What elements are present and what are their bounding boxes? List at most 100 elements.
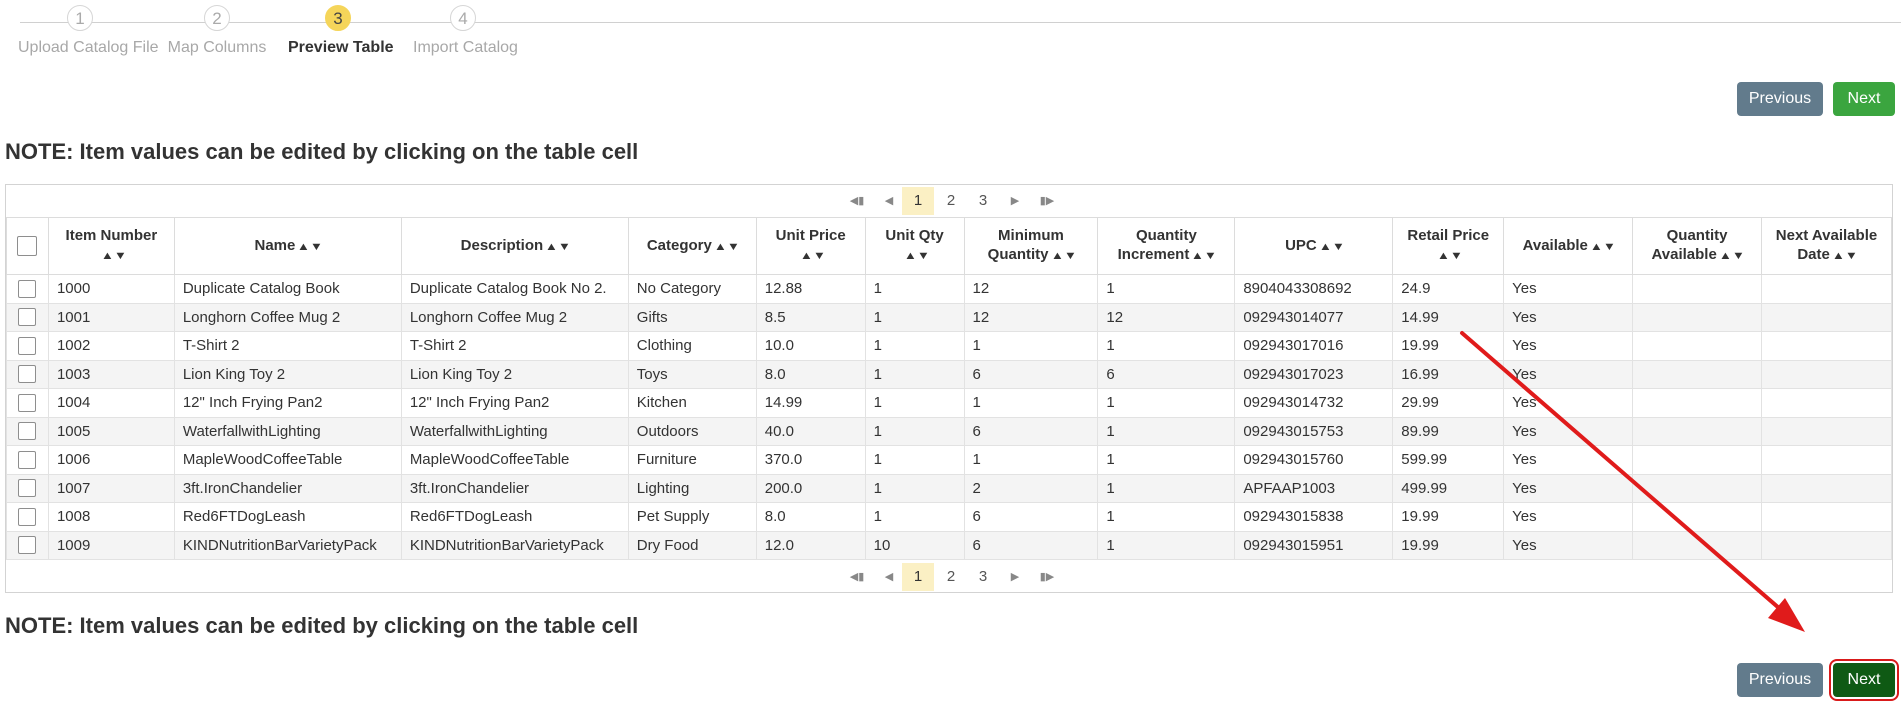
first-page-icon[interactable]: ◀▮: [849, 571, 865, 583]
cell-description[interactable]: Lion King Toy 2: [400, 359, 629, 389]
cell-name[interactable]: T-Shirt 2: [173, 331, 402, 361]
cell-unit-qty[interactable]: 1: [864, 302, 965, 332]
cell-unit-qty[interactable]: 1: [864, 274, 965, 304]
cell-description[interactable]: WaterfallwithLighting: [400, 416, 629, 446]
cell-next-available-date[interactable]: [1760, 473, 1893, 503]
cell-next-available-date[interactable]: [1760, 416, 1893, 446]
cell-category[interactable]: Furniture: [627, 445, 757, 475]
cell-minimum-quantity[interactable]: 6: [963, 502, 1099, 532]
cell-available[interactable]: Yes: [1503, 359, 1634, 389]
cell-unit-qty[interactable]: 1: [864, 331, 965, 361]
cell-upc[interactable]: 8904043308692: [1234, 274, 1394, 304]
next-page-icon[interactable]: ▶: [1010, 195, 1020, 207]
cell-quantity-available[interactable]: [1632, 359, 1762, 389]
cell-upc[interactable]: 092943015838: [1234, 502, 1394, 532]
cell-unit-qty[interactable]: 1: [864, 445, 965, 475]
cell-item-number[interactable]: 1005: [47, 416, 175, 446]
cell-description[interactable]: Red6FTDogLeash: [400, 502, 629, 532]
column-header-quantity-increment[interactable]: Quantity Increment ▲▼: [1097, 217, 1236, 275]
table-row[interactable]: 1004 12" Inch Frying Pan2 12" Inch Frying …: [6, 388, 1893, 418]
cell-available[interactable]: Yes: [1503, 445, 1634, 475]
cell-name[interactable]: Longhorn Coffee Mug 2: [173, 302, 402, 332]
table-row[interactable]: 1000 Duplicate Catalog Book Duplicate Cata…: [6, 274, 1893, 304]
cell-quantity-available[interactable]: [1632, 331, 1762, 361]
cell-name[interactable]: 12" Inch Frying Pan2: [173, 388, 402, 418]
cell-minimum-quantity[interactable]: 2: [963, 473, 1099, 503]
cell-unit-qty[interactable]: 10: [864, 530, 965, 560]
cell-minimum-quantity[interactable]: 6: [963, 359, 1099, 389]
table-row[interactable]: 1002 T-Shirt 2 T-Shirt 2 Clothing 10.0 1 1 1 092…: [6, 331, 1893, 361]
cell-unit-qty[interactable]: 1: [864, 502, 965, 532]
cell-name[interactable]: WaterfallwithLighting: [173, 416, 402, 446]
last-page-icon[interactable]: ▮▶: [1039, 195, 1055, 207]
page-3-button[interactable]: 3: [978, 568, 988, 585]
first-page-icon[interactable]: ◀▮: [849, 195, 865, 207]
page-2-button[interactable]: 2: [946, 192, 956, 209]
page-1-button[interactable]: 1: [902, 563, 934, 591]
cell-available[interactable]: Yes: [1503, 502, 1634, 532]
cell-upc[interactable]: 092943015760: [1234, 445, 1394, 475]
column-header-minimum-quantity[interactable]: Minimum Quantity ▲▼: [963, 217, 1099, 275]
cell-category[interactable]: Pet Supply: [627, 502, 757, 532]
cell-item-number[interactable]: 1003: [47, 359, 175, 389]
cell-unit-price[interactable]: 8.0: [755, 359, 866, 389]
cell-retail-price[interactable]: 19.99: [1392, 530, 1505, 560]
cell-unit-price[interactable]: 10.0: [755, 331, 866, 361]
cell-category[interactable]: Clothing: [627, 331, 757, 361]
cell-item-number[interactable]: 1000: [47, 274, 175, 304]
cell-upc[interactable]: 092943017016: [1234, 331, 1394, 361]
cell-description[interactable]: MapleWoodCoffeeTable: [400, 445, 629, 475]
column-header-unit-qty[interactable]: Unit Qty ▲▼: [864, 217, 965, 275]
cell-quantity-increment[interactable]: 6: [1097, 359, 1236, 389]
cell-upc[interactable]: 092943017023: [1234, 359, 1394, 389]
row-checkbox[interactable]: [18, 422, 37, 441]
cell-quantity-increment[interactable]: 1: [1097, 530, 1236, 560]
cell-retail-price[interactable]: 29.99: [1392, 388, 1505, 418]
page-1-button[interactable]: 1: [902, 187, 934, 215]
cell-quantity-increment[interactable]: 1: [1097, 445, 1236, 475]
cell-quantity-available[interactable]: [1632, 530, 1762, 560]
table-row[interactable]: 1008 Red6FTDogLeash Red6FTDogLeash Pet Supp…: [6, 502, 1893, 532]
page-2-button[interactable]: 2: [946, 568, 956, 585]
cell-quantity-available[interactable]: [1632, 274, 1762, 304]
cell-quantity-available[interactable]: [1632, 416, 1762, 446]
column-header-description[interactable]: Description ▲▼: [400, 217, 629, 275]
cell-retail-price[interactable]: 599.99: [1392, 445, 1505, 475]
column-header-retail-price[interactable]: Retail Price ▲▼: [1392, 217, 1505, 275]
cell-item-number[interactable]: 1004: [47, 388, 175, 418]
column-header-unit-price[interactable]: Unit Price ▲▼: [755, 217, 866, 275]
cell-quantity-available[interactable]: [1632, 502, 1762, 532]
cell-upc[interactable]: 092943015753: [1234, 416, 1394, 446]
cell-quantity-increment[interactable]: 1: [1097, 473, 1236, 503]
row-checkbox[interactable]: [18, 536, 37, 555]
cell-unit-price[interactable]: 200.0: [755, 473, 866, 503]
cell-name[interactable]: Duplicate Catalog Book: [173, 274, 402, 304]
previous-button-top[interactable]: Previous: [1737, 82, 1823, 116]
table-row[interactable]: 1006 MapleWoodCoffeeTable MapleWoodCoffeeT…: [6, 445, 1893, 475]
table-row[interactable]: 1009 KINDNutritionBarVarietyPack KINDNutri…: [6, 530, 1893, 560]
cell-available[interactable]: Yes: [1503, 274, 1634, 304]
table-row[interactable]: 1005 WaterfallwithLighting WaterfallwithLi…: [6, 416, 1893, 446]
cell-next-available-date[interactable]: [1760, 445, 1893, 475]
row-checkbox[interactable]: [18, 365, 37, 384]
cell-minimum-quantity[interactable]: 1: [963, 388, 1099, 418]
cell-available[interactable]: Yes: [1503, 388, 1634, 418]
cell-quantity-increment[interactable]: 1: [1097, 416, 1236, 446]
row-checkbox[interactable]: [18, 336, 37, 355]
cell-unit-price[interactable]: 8.5: [755, 302, 866, 332]
cell-minimum-quantity[interactable]: 1: [963, 445, 1099, 475]
cell-category[interactable]: Outdoors: [627, 416, 757, 446]
cell-item-number[interactable]: 1007: [47, 473, 175, 503]
cell-category[interactable]: Gifts: [627, 302, 757, 332]
cell-description[interactable]: 3ft.IronChandelier: [400, 473, 629, 503]
table-row[interactable]: 1007 3ft.IronChandelier 3ft.IronChandelier…: [6, 473, 1893, 503]
cell-description[interactable]: Duplicate Catalog Book No 2.: [400, 274, 629, 304]
cell-quantity-increment[interactable]: 1: [1097, 331, 1236, 361]
cell-description[interactable]: Longhorn Coffee Mug 2: [400, 302, 629, 332]
cell-name[interactable]: KINDNutritionBarVarietyPack: [173, 530, 402, 560]
cell-retail-price[interactable]: 89.99: [1392, 416, 1505, 446]
cell-upc[interactable]: 092943014077: [1234, 302, 1394, 332]
cell-available[interactable]: Yes: [1503, 530, 1634, 560]
cell-next-available-date[interactable]: [1760, 274, 1893, 304]
table-row[interactable]: 1001 Longhorn Coffee Mug 2 Longhorn Coffee…: [6, 302, 1893, 332]
